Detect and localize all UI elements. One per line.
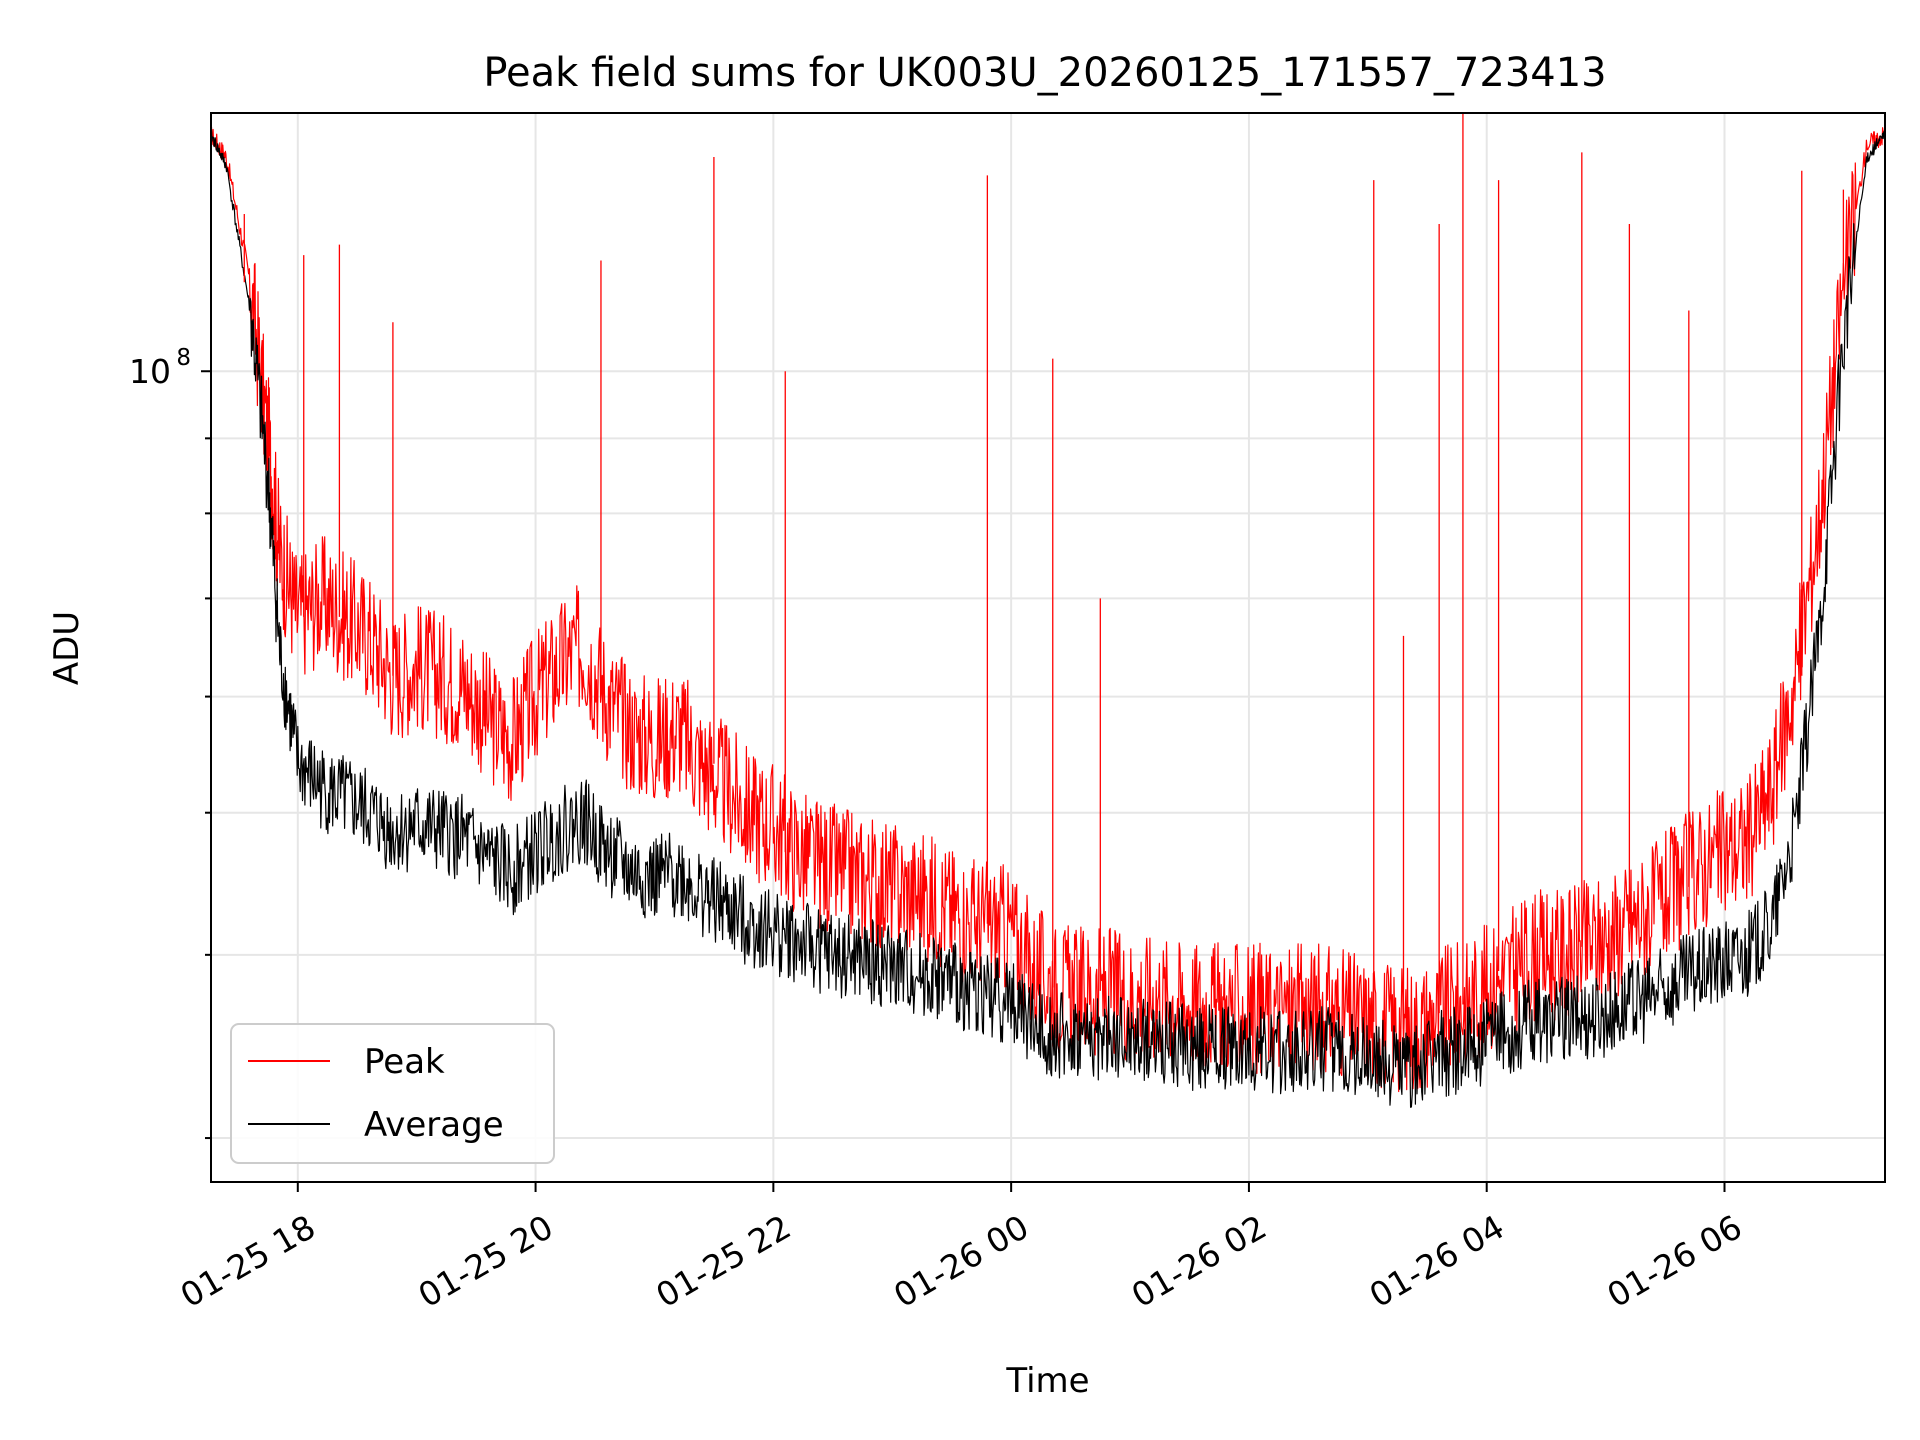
series-line-average (210, 128, 1886, 1108)
peak-spikes (243, 113, 1845, 1030)
legend-average-label: Average (364, 1105, 504, 1145)
legend: Peak Average (230, 1023, 555, 1164)
legend-peak-label: Peak (364, 1042, 445, 1082)
y-axis-label: ADU (47, 611, 87, 685)
chart-title: Peak field sums for UK003U_20260125_1715… (483, 50, 1606, 96)
y-axis-ticks: 10 8 (129, 345, 211, 1140)
y-tick-label: 10 (129, 352, 171, 391)
plot-area (210, 113, 1886, 1108)
series-line-peak (210, 126, 1886, 1093)
x-axis-label: Time (1005, 1361, 1089, 1401)
legend-box (230, 1023, 555, 1164)
y-tick-exponent: 8 (176, 345, 191, 371)
axes-frame (210, 112, 1886, 1183)
